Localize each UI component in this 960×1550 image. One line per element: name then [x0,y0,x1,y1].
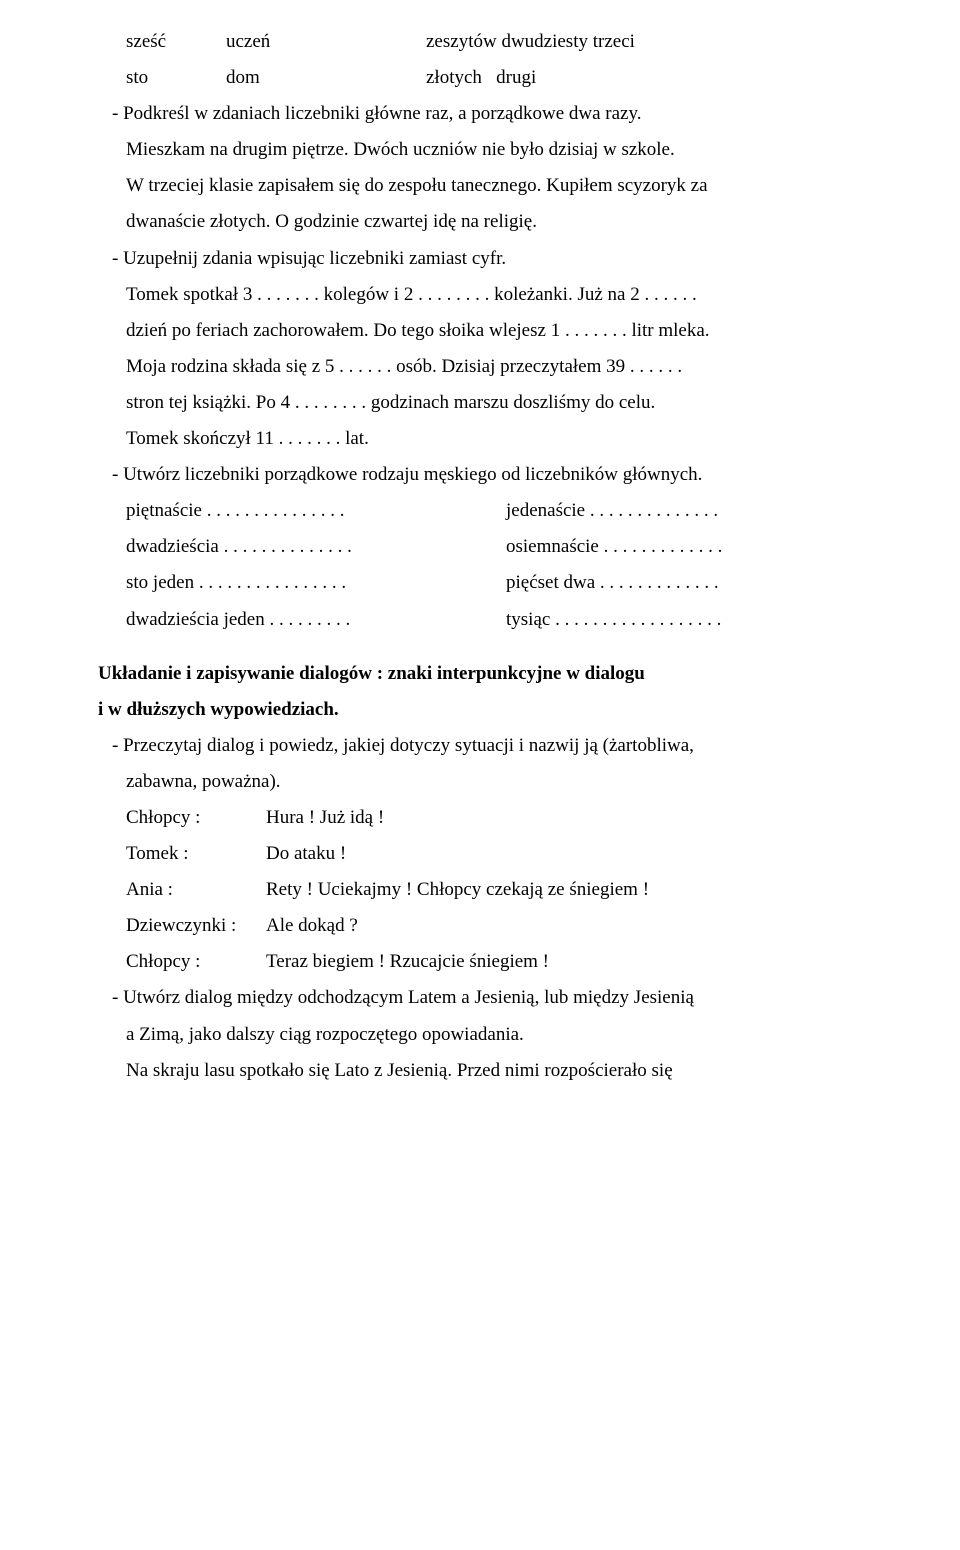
pair-left: dwadzieścia jeden . . . . . . . . . [126,602,506,638]
spacer [98,638,862,656]
cell: sześć [126,24,226,60]
sentence: zabawna, poważna). [98,764,862,800]
sentence: Tomek spotkał 3 . . . . . . . kolegów i … [98,277,862,313]
ordinal-pair: piętnaście . . . . . . . . . . . . . . .… [98,493,862,529]
ordinal-pair: sto jeden . . . . . . . . . . . . . . . … [98,565,862,601]
cell: sto [126,60,226,96]
speaker: Dziewczynki : [126,908,266,944]
document-page: sześć uczeń zeszytów dwudziesty trzeci s… [0,0,960,1113]
dialog-line: Ania : Rety ! Uciekajmy ! Chłopcy czekaj… [98,872,862,908]
cell: zeszytów dwudziesty trzeci [426,24,635,60]
word-table-row-2: sto dom złotych drugi [98,60,862,96]
instruction-create-dialog: - Utwórz dialog między odchodzącym Latem… [98,980,862,1016]
instruction-dialog: - Przeczytaj dialog i powiedz, jakiej do… [98,728,862,764]
sentence: dwanaście złotych. O godzinie czwartej i… [98,204,862,240]
instruction-fill: - Uzupełnij zdania wpisując liczebniki z… [98,241,862,277]
pair-right: tysiąc . . . . . . . . . . . . . . . . .… [506,602,862,638]
pair-right: pięćset dwa . . . . . . . . . . . . . [506,565,862,601]
pair-left: piętnaście . . . . . . . . . . . . . . . [126,493,506,529]
sentence: stron tej książki. Po 4 . . . . . . . . … [98,385,862,421]
utterance: Ale dokąd ? [266,908,358,944]
sentence: Moja rodzina składa się z 5 . . . . . . … [98,349,862,385]
ordinal-pair: dwadzieścia . . . . . . . . . . . . . . … [98,529,862,565]
speaker: Tomek : [126,836,266,872]
section-heading: Układanie i zapisywanie dialogów : znaki… [98,656,862,692]
pair-left: dwadzieścia . . . . . . . . . . . . . . [126,529,506,565]
pair-right: jedenaście . . . . . . . . . . . . . . [506,493,862,529]
dialog-line: Chłopcy : Teraz biegiem ! Rzucajcie śnie… [98,944,862,980]
ordinal-pair: dwadzieścia jeden . . . . . . . . . tysi… [98,602,862,638]
speaker: Chłopcy : [126,800,266,836]
cell: dom [226,60,426,96]
instruction-underline: - Podkreśl w zdaniach liczebniki główne … [98,96,862,132]
sentence: W trzeciej klasie zapisałem się do zespo… [98,168,862,204]
dialog-line: Chłopcy : Hura ! Już idą ! [98,800,862,836]
pair-right: osiemnaście . . . . . . . . . . . . . [506,529,862,565]
utterance: Hura ! Już idą ! [266,800,384,836]
cell: złotych drugi [426,60,536,96]
utterance: Do ataku ! [266,836,346,872]
speaker: Ania : [126,872,266,908]
word-table-row-1: sześć uczeń zeszytów dwudziesty trzeci [98,24,862,60]
sentence: Mieszkam na drugim piętrze. Dwóch ucznió… [98,132,862,168]
speaker: Chłopcy : [126,944,266,980]
sentence: dzień po feriach zachorowałem. Do tego s… [98,313,862,349]
cell: uczeń [226,24,426,60]
instruction-ordinal: - Utwórz liczebniki porządkowe rodzaju m… [98,457,862,493]
sentence: a Zimą, jako dalszy ciąg rozpoczętego op… [98,1017,862,1053]
section-heading: i w dłuższych wypowiedziach. [98,692,862,728]
dialog-line: Dziewczynki : Ale dokąd ? [98,908,862,944]
utterance: Rety ! Uciekajmy ! Chłopcy czekają ze śn… [266,872,649,908]
utterance: Teraz biegiem ! Rzucajcie śniegiem ! [266,944,549,980]
sentence: Na skraju lasu spotkało się Lato z Jesie… [98,1053,862,1089]
sentence: Tomek skończył 11 . . . . . . . lat. [98,421,862,457]
pair-left: sto jeden . . . . . . . . . . . . . . . … [126,565,506,601]
dialog-line: Tomek : Do ataku ! [98,836,862,872]
